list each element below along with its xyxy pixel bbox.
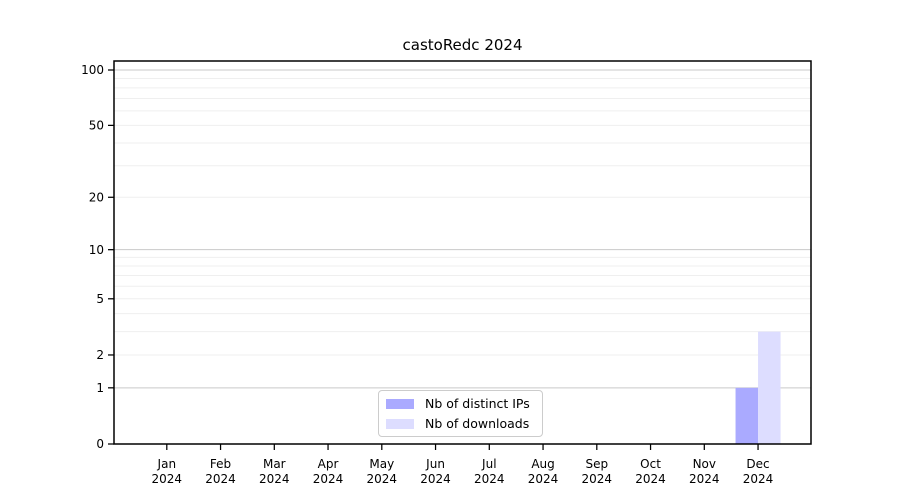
x-tick-label-year: 2024 bbox=[635, 472, 666, 486]
x-tick-label-month: Oct bbox=[640, 457, 661, 471]
x-tick-label-month: Feb bbox=[210, 457, 231, 471]
bar-dec-downloads bbox=[758, 331, 781, 444]
x-tick-label-month: Dec bbox=[746, 457, 769, 471]
x-tick-label-month: Jun bbox=[425, 457, 445, 471]
x-tick-label-year: 2024 bbox=[528, 472, 559, 486]
x-tick-label-month: Mar bbox=[263, 457, 286, 471]
y-tick-label: 5 bbox=[96, 292, 104, 306]
x-tick-label-year: 2024 bbox=[474, 472, 505, 486]
x-tick-label-year: 2024 bbox=[582, 472, 613, 486]
y-tick-label: 2 bbox=[96, 348, 104, 362]
y-tick-label: 50 bbox=[89, 119, 104, 133]
x-tick-label-month: Jan bbox=[157, 457, 177, 471]
x-tick-label-year: 2024 bbox=[743, 472, 774, 486]
y-tick-label: 0 bbox=[96, 437, 104, 451]
legend-item-distinct-ips: Nb of distinct IPs bbox=[386, 395, 542, 412]
x-tick-label-month: Jul bbox=[481, 457, 496, 471]
x-tick-label-month: Sep bbox=[585, 457, 608, 471]
legend-label-downloads: Nb of downloads bbox=[425, 416, 530, 431]
x-tick-label-year: 2024 bbox=[367, 472, 398, 486]
y-tick-label: 1 bbox=[96, 381, 104, 395]
x-tick-label-year: 2024 bbox=[259, 472, 290, 486]
plot-frame bbox=[113, 60, 812, 445]
chart-title: castoRedc 2024 bbox=[402, 36, 523, 54]
legend-swatch-distinct-ips bbox=[386, 398, 414, 409]
x-tick-label-year: 2024 bbox=[205, 472, 236, 486]
y-tick-label: 10 bbox=[89, 243, 104, 257]
x-tick-label-month: May bbox=[369, 457, 394, 471]
bar-dec-distinct-ips bbox=[735, 387, 759, 444]
legend-label-distinct-ips: Nb of distinct IPs bbox=[425, 396, 530, 411]
y-tick-label: 20 bbox=[89, 190, 104, 204]
x-tick-label-year: 2024 bbox=[420, 472, 451, 486]
x-tick-label-year: 2024 bbox=[689, 472, 720, 486]
legend-item-downloads: Nb of downloads bbox=[386, 415, 542, 432]
x-tick-label-month: Apr bbox=[318, 457, 339, 471]
y-tick-label: 100 bbox=[81, 63, 104, 77]
x-tick-label-year: 2024 bbox=[313, 472, 344, 486]
legend-swatch-downloads bbox=[386, 418, 414, 429]
x-tick-label-year: 2024 bbox=[152, 472, 183, 486]
legend: Nb of distinct IPs Nb of downloads bbox=[378, 390, 543, 437]
x-tick-label-month: Nov bbox=[693, 457, 716, 471]
x-tick-label-month: Aug bbox=[531, 457, 554, 471]
